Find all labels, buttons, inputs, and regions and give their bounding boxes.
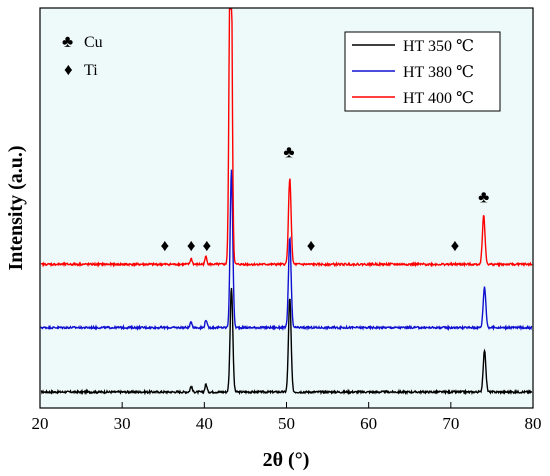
ti-peak-marker: ♦	[451, 236, 460, 255]
legend-label-ht380: HT 380 ℃	[403, 64, 474, 81]
x-tick-label: 60	[360, 414, 377, 433]
y-axis-title: Intensity (a.u.)	[5, 145, 27, 270]
ti-peak-marker: ♦	[307, 236, 316, 255]
phase-legend-label-ti: Ti	[84, 62, 98, 79]
legend-label-ht350: HT 350 ℃	[403, 38, 474, 55]
annotation-layer: ♣♣♣♦♦♦♦♦	[161, 142, 490, 255]
series-layer	[40, 8, 533, 396]
legend-label-ht400: HT 400 ℃	[403, 90, 474, 107]
x-tick-label: 30	[114, 414, 131, 433]
x-tick-label: 40	[196, 414, 213, 433]
series-legend: HT 350 ℃ HT 380 ℃ HT 400 ℃	[344, 31, 501, 112]
cu-peak-marker: ♣	[478, 188, 489, 207]
x-tick-label: 50	[278, 414, 295, 433]
ti-peak-marker: ♦	[202, 236, 211, 255]
x-axis-title: 2θ (°)	[263, 449, 310, 471]
x-tick-label: 80	[525, 414, 542, 433]
ti-peak-marker: ♦	[161, 236, 170, 255]
ti-peak-marker: ♦	[187, 236, 196, 255]
phase-legend-label-cu: Cu	[84, 34, 103, 51]
phase-legend-symbol-cu: ♣	[62, 32, 73, 51]
series-line	[40, 8, 533, 268]
x-tick-label: 20	[32, 414, 49, 433]
cu-peak-marker: ♣	[283, 142, 294, 161]
phase-legend: ♣ Cu ♦ Ti	[62, 32, 103, 79]
series-line	[40, 287, 533, 396]
phase-legend-symbol-ti: ♦	[64, 60, 73, 79]
x-axis-ticks: 20 30 40 50 60 70 80	[32, 402, 542, 433]
series-line	[40, 169, 533, 332]
x-tick-label: 70	[442, 414, 459, 433]
